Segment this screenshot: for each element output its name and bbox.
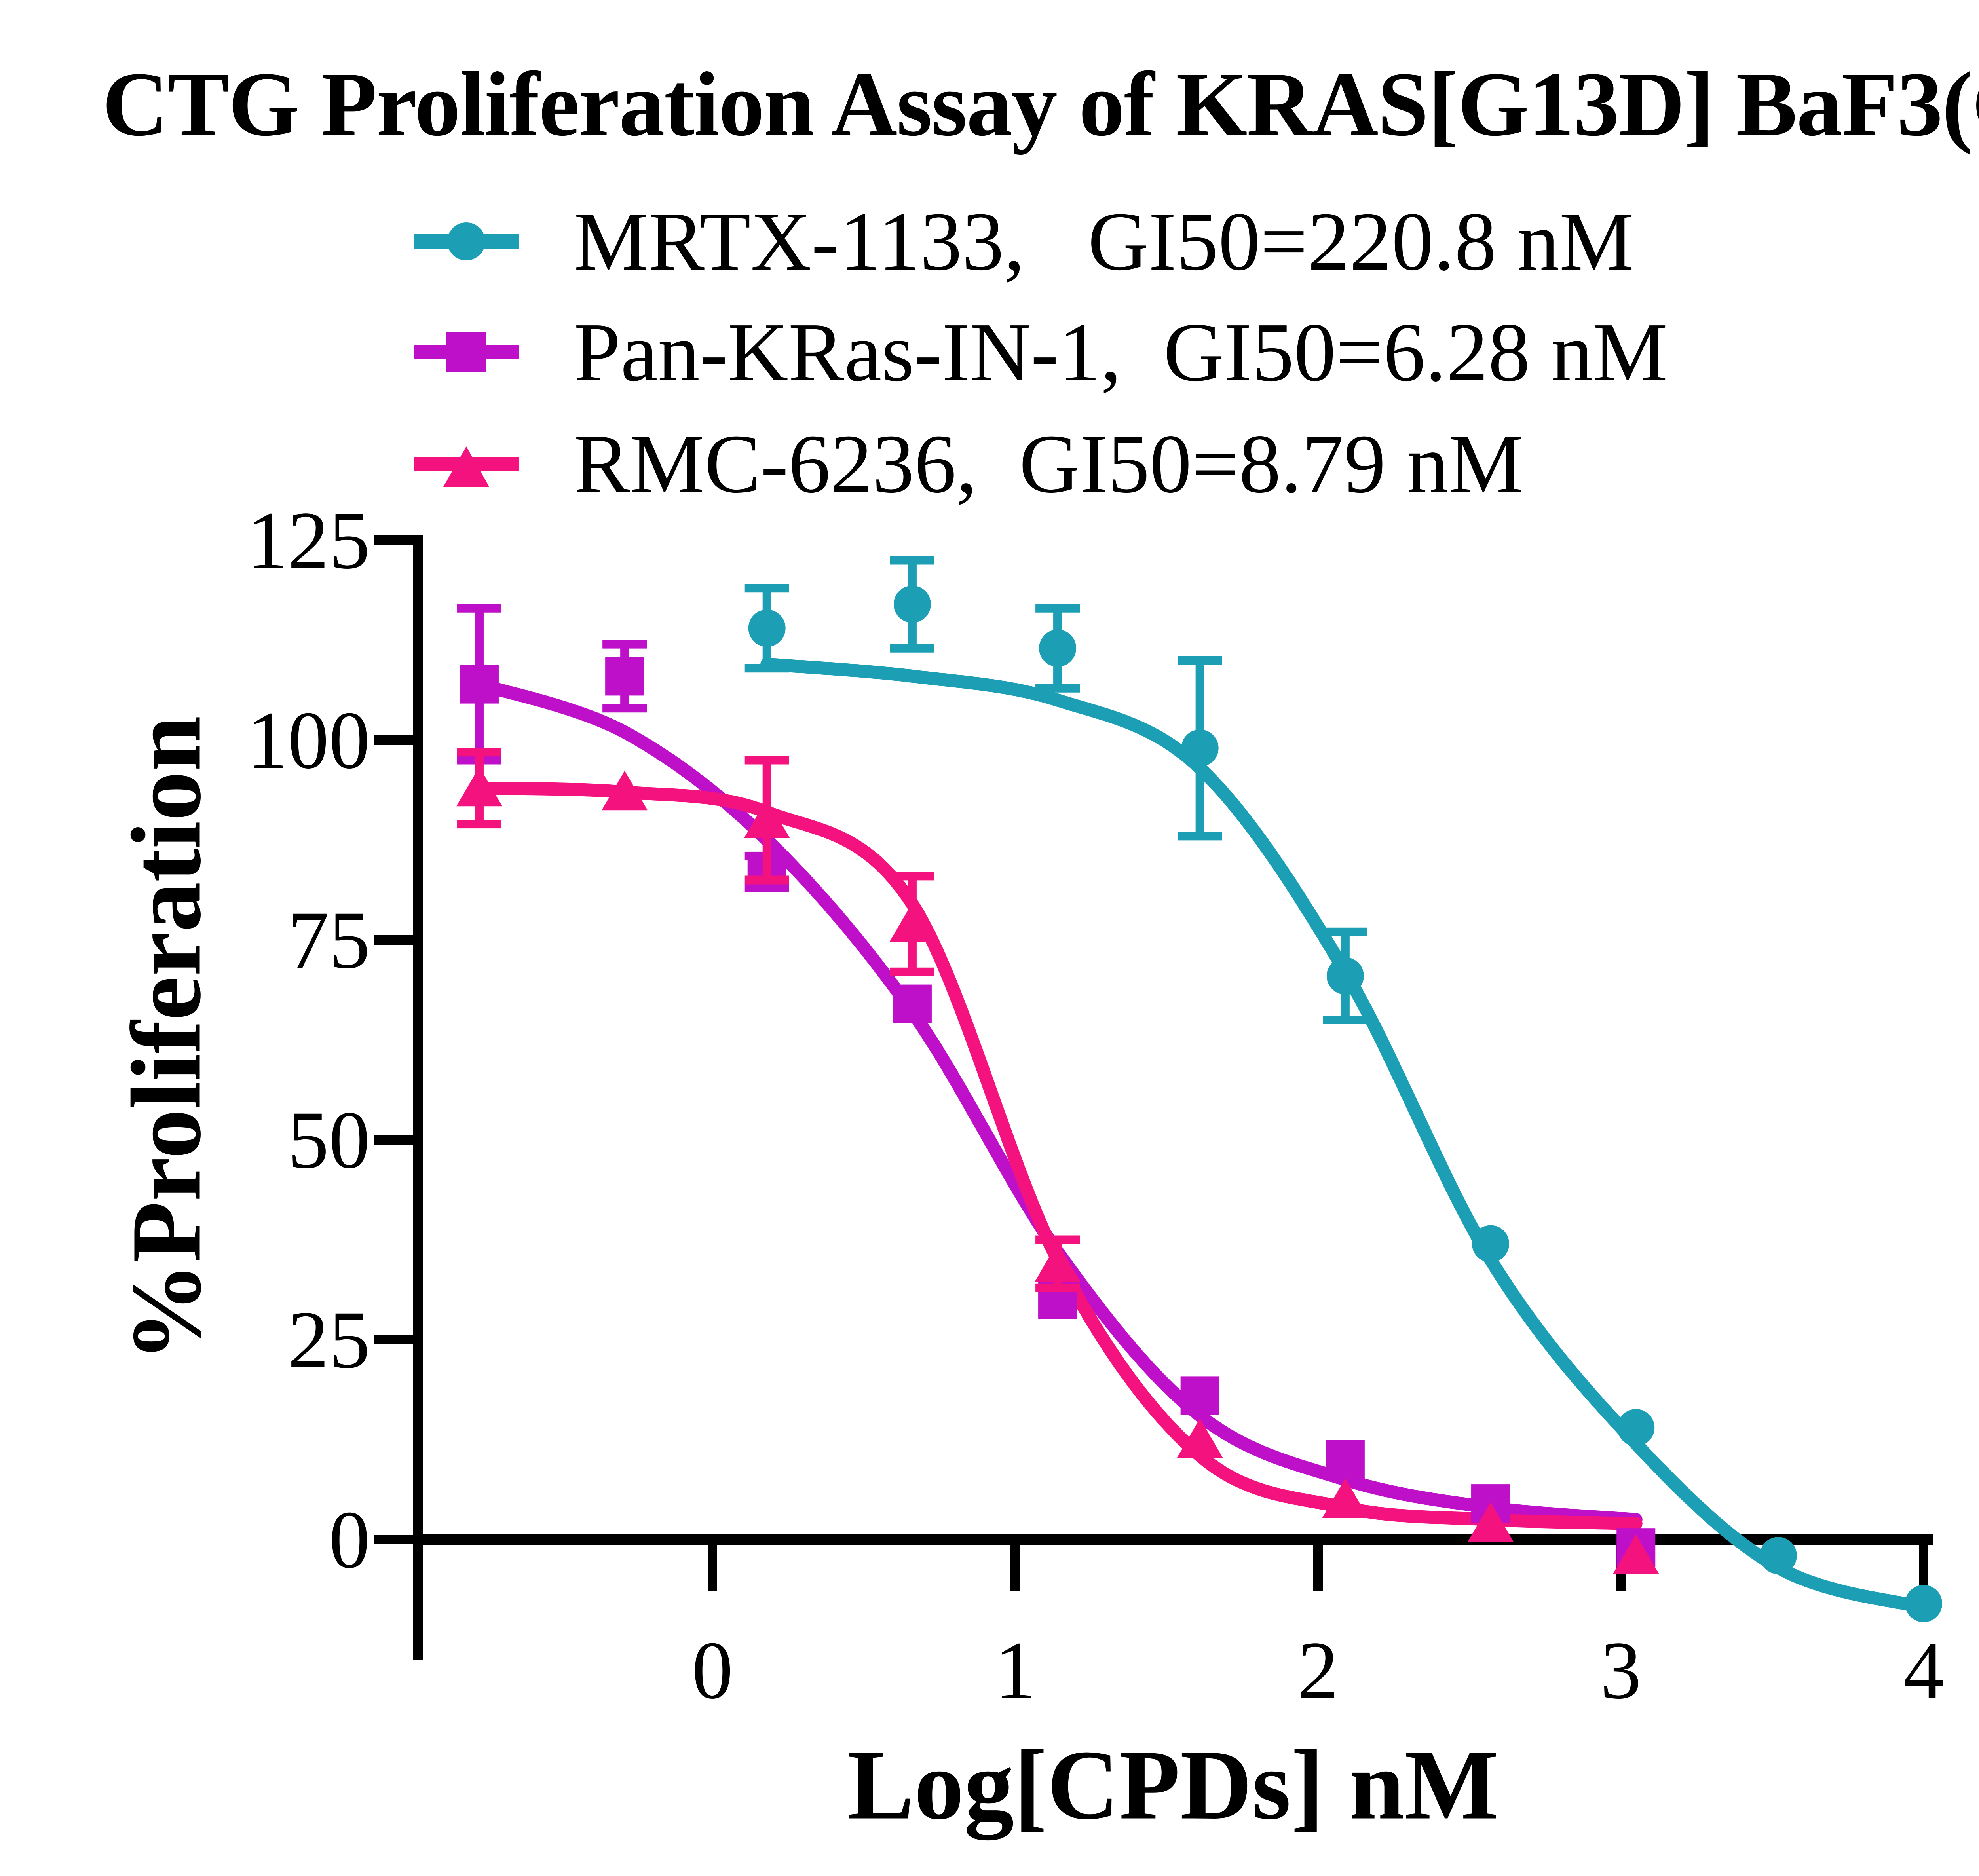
y-tick-label: 50 xyxy=(288,1094,370,1185)
y-tick-label: 75 xyxy=(288,894,370,985)
y-tick-label: 25 xyxy=(288,1294,370,1385)
x-tick-label: 4 xyxy=(1903,1625,1944,1716)
data-point-square xyxy=(460,665,499,704)
fit-curve-MRTX-1133 xyxy=(760,657,1930,1614)
data-point-triangle xyxy=(602,771,648,811)
data-point-triangle xyxy=(1468,1502,1514,1542)
data-point-square xyxy=(605,657,644,696)
x-tick-label: 1 xyxy=(995,1625,1036,1716)
data-point-circle xyxy=(1472,1225,1510,1263)
data-point-circle xyxy=(1905,1585,1942,1622)
data-point-circle xyxy=(1181,729,1219,767)
data-point-triangle xyxy=(1613,1534,1659,1574)
data-point-circle xyxy=(1617,1409,1655,1447)
x-axis-title: Log[CPDs] nM xyxy=(847,1729,1499,1840)
data-point-square xyxy=(1180,1376,1219,1415)
data-point-circle xyxy=(1039,629,1077,667)
x-tick-label: 0 xyxy=(692,1625,733,1716)
y-tick-label: 100 xyxy=(247,695,370,786)
legend-row-pan-kras-in-1: Pan-KRas-IN-1, GI50=6.28 nM xyxy=(0,293,1979,412)
x-tick-label: 2 xyxy=(1297,1625,1339,1716)
data-point-triangle xyxy=(456,767,502,807)
legend-marker-triangle-icon xyxy=(414,446,519,487)
data-point-triangle xyxy=(1322,1478,1368,1518)
data-point-square xyxy=(893,984,932,1023)
fit-curve-Pan-KRas-IN-1 xyxy=(473,678,1643,1526)
data-point-triangle xyxy=(744,799,790,838)
legend-label: MRTX-1133, GI50=220.8 nM xyxy=(574,195,1634,288)
triangle-icon xyxy=(443,446,489,487)
data-point-circle xyxy=(748,610,786,647)
legend-label: Pan-KRas-IN-1, GI50=6.28 nM xyxy=(574,306,1668,399)
data-point-circle xyxy=(1326,957,1364,995)
data-point-circle xyxy=(893,585,931,623)
series-RMC-6236 xyxy=(456,748,1659,1574)
square-icon xyxy=(446,332,486,372)
legend-marker-circle-icon xyxy=(414,222,519,260)
data-point-square xyxy=(1326,1440,1365,1479)
legend-marker-square-icon xyxy=(414,332,519,372)
y-tick-label: 0 xyxy=(329,1494,370,1585)
x-tick-label: 3 xyxy=(1600,1625,1641,1716)
y-axis-title: %Proliferation xyxy=(110,716,222,1362)
data-point-triangle xyxy=(1035,1242,1081,1282)
fit-curve-RMC-6236 xyxy=(473,781,1643,1530)
circle-icon xyxy=(447,222,485,260)
chart-title: CTG Proliferation Assay of KRAS[G13D] Ba… xyxy=(102,53,1979,155)
legend-label: RMC-6236, GI50=8.79 nM xyxy=(574,417,1523,510)
series-MRTX-1133 xyxy=(744,556,1942,1622)
y-tick-label: 125 xyxy=(247,495,370,586)
series-Pan-KRas-IN-1 xyxy=(457,604,1656,1567)
data-point-triangle xyxy=(1177,1418,1223,1458)
data-point-triangle xyxy=(889,902,935,942)
data-point-circle xyxy=(1759,1537,1797,1574)
legend-row-mrtx-1133: MRTX-1133, GI50=220.8 nM xyxy=(0,182,1979,301)
legend-row-rmc-6236: RMC-6236, GI50=8.79 nM xyxy=(0,404,1979,523)
